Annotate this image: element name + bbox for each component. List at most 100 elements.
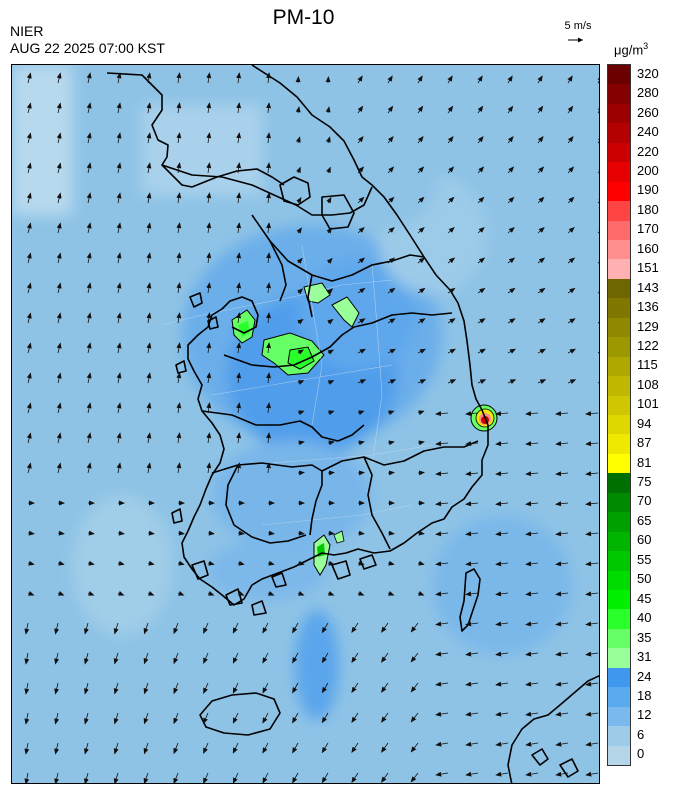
wind-arrow-icon [56,312,62,324]
wind-arrow-icon [435,651,449,657]
wind-arrow-icon [26,342,32,354]
wind-arrow-icon [173,652,179,665]
wind-arrow-icon [27,560,35,566]
colorbar-label: 75 [637,474,652,489]
wind-arrow-icon [435,681,449,687]
wind-arrow-icon [357,348,366,354]
colorbar-segment [608,278,630,299]
wind-arrow-icon [495,411,509,417]
wind-arrow-icon [176,372,182,384]
wind-arrow-icon [447,75,453,84]
wind-arrow-icon [567,257,576,264]
wind-arrow-icon [292,742,299,754]
wind-arrow-icon [116,222,122,234]
wind-arrow-icon [417,196,425,204]
wind-arrow-icon [351,772,359,783]
wind-arrow-icon [477,75,483,84]
wind-arrow-icon [26,222,32,234]
wind-arrow-icon [387,257,396,264]
wind-arrow-icon [206,72,212,84]
colorbar-segment [608,298,630,319]
wind-arrow-icon [266,222,272,234]
wind-arrow-icon [447,348,456,354]
wind-arrow-icon [176,222,182,234]
wind-arrow-icon [585,681,599,687]
wind-arrow-icon [387,440,395,446]
wind-arrow-icon [447,105,454,114]
wind-arrow-icon [296,166,301,174]
wind-arrow-icon [351,742,359,754]
wind-arrow-icon [86,372,92,384]
wind-arrow-icon [410,712,419,723]
wind-arrow-icon [417,410,425,416]
wind-arrow-icon [507,75,513,84]
wind-arrow-icon [146,252,152,264]
wind-arrow-icon [26,402,32,414]
colorbar-label: 320 [637,66,659,81]
wind-arrow-icon [146,132,152,144]
wind-arrow-icon [266,432,272,444]
wind-arrow-icon [206,132,212,144]
wind-arrow-icon [525,591,539,597]
pm10-map[interactable] [11,64,600,784]
wind-arrow-icon [116,402,122,414]
wind-arrow-icon [537,348,546,354]
colorbar-segment [608,434,630,455]
wind-arrow-icon [236,132,242,144]
colorbar-label: 24 [637,669,652,684]
wind-arrow-icon [357,75,363,84]
wind-arrow-icon [381,712,389,723]
colorbar-segment [608,687,630,708]
wind-arrow-icon [86,192,92,204]
wind-arrow-icon [116,432,122,444]
wind-arrow-icon [435,741,449,747]
wind-arrow-icon [267,530,275,536]
wind-arrow-icon [54,682,60,695]
wind-arrow-icon [297,530,305,536]
wind-arrow-icon [116,462,122,474]
wind-arrow-icon [381,742,389,753]
colorbar [607,64,631,766]
wind-arrow-icon [116,342,122,354]
wind-arrow-icon [357,379,367,385]
wind-arrow-icon [537,166,545,174]
wind-arrow-icon [387,105,394,114]
wind-arrow-icon [54,772,60,783]
wind-arrow-icon [495,651,509,657]
wind-arrow-icon [585,711,599,717]
wind-arrow-icon [326,257,333,264]
wind-arrow-icon [262,682,269,694]
wind-arrow-icon [507,166,515,174]
forecast-datetime: AUG 22 2025 07:00 KST [10,40,165,56]
wind-arrow-icon [585,621,599,627]
wind-arrow-icon [237,591,245,596]
colorbar-label: 55 [637,552,652,567]
wind-arrow-icon [357,560,365,566]
colorbar-label: 115 [637,357,658,372]
colorbar-segment [608,726,630,747]
wind-arrow-icon [387,348,396,354]
wind-arrow-icon [86,432,92,444]
unit-base: μg/m [614,42,644,58]
wind-reference-label: 5 m/s [564,20,592,32]
wind-arrow-icon [387,318,396,324]
wind-arrow-icon [84,622,89,635]
wind-arrow-icon [24,742,30,755]
wind-arrow-icon [417,166,425,174]
wind-arrow-icon [56,162,62,174]
wind-arrow-icon [555,561,569,567]
wind-arrow-icon [143,622,149,635]
colorbar-segment [608,240,630,260]
wind-arrow-icon [27,591,35,596]
wind-arrow-icon [266,462,272,474]
wind-arrow-icon [56,402,62,414]
wind-arrow-icon [147,530,155,536]
wind-arrow-icon [417,470,425,476]
wind-arrow-icon [54,622,60,635]
colorbar-segment [608,590,630,610]
wind-arrow-icon [435,501,449,507]
wind-arrow-icon [555,741,569,747]
wind-arrow-icon [116,72,122,84]
colorbar-label: 151 [637,260,659,275]
wind-arrow-icon [86,462,92,474]
